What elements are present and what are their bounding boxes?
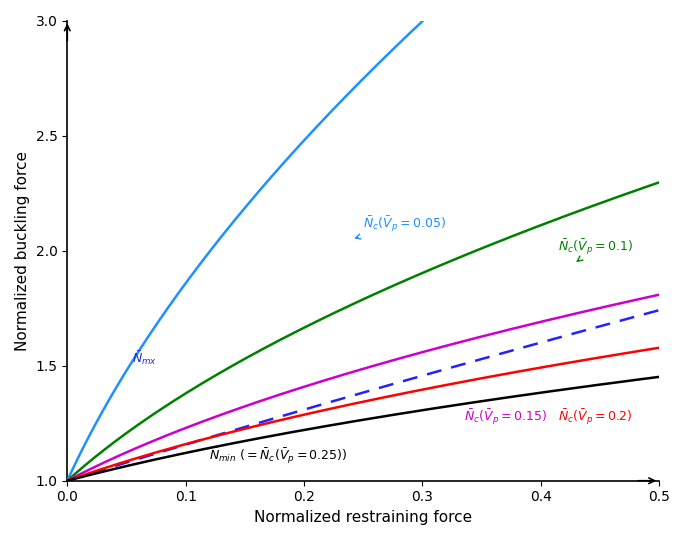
X-axis label: Normalized restraining force: Normalized restraining force: [254, 510, 472, 525]
Text: $\bar{N}_c(\bar{V}_p{=}0.15)$: $\bar{N}_c(\bar{V}_p{=}0.15)$: [464, 408, 547, 427]
Text: $\bar{N}_c(\bar{V}_p{=}0.05)$: $\bar{N}_c(\bar{V}_p{=}0.05)$: [356, 214, 446, 239]
Y-axis label: Normalized buckling force: Normalized buckling force: [15, 151, 30, 350]
Text: $\bar{N}_{mx}$: $\bar{N}_{mx}$: [132, 350, 158, 367]
Text: $\bar{N}_c(\bar{V}_p{=}0.1)$: $\bar{N}_c(\bar{V}_p{=}0.1)$: [558, 237, 634, 261]
Text: $\bar{N}_{min}$ $(=\bar{N}_c(\bar{V}_p{=}0.25))$: $\bar{N}_{min}$ $(=\bar{N}_c(\bar{V}_p{=…: [210, 447, 347, 466]
Text: $\bar{N}_c(\bar{V}_p{=}0.2)$: $\bar{N}_c(\bar{V}_p{=}0.2)$: [558, 408, 633, 427]
